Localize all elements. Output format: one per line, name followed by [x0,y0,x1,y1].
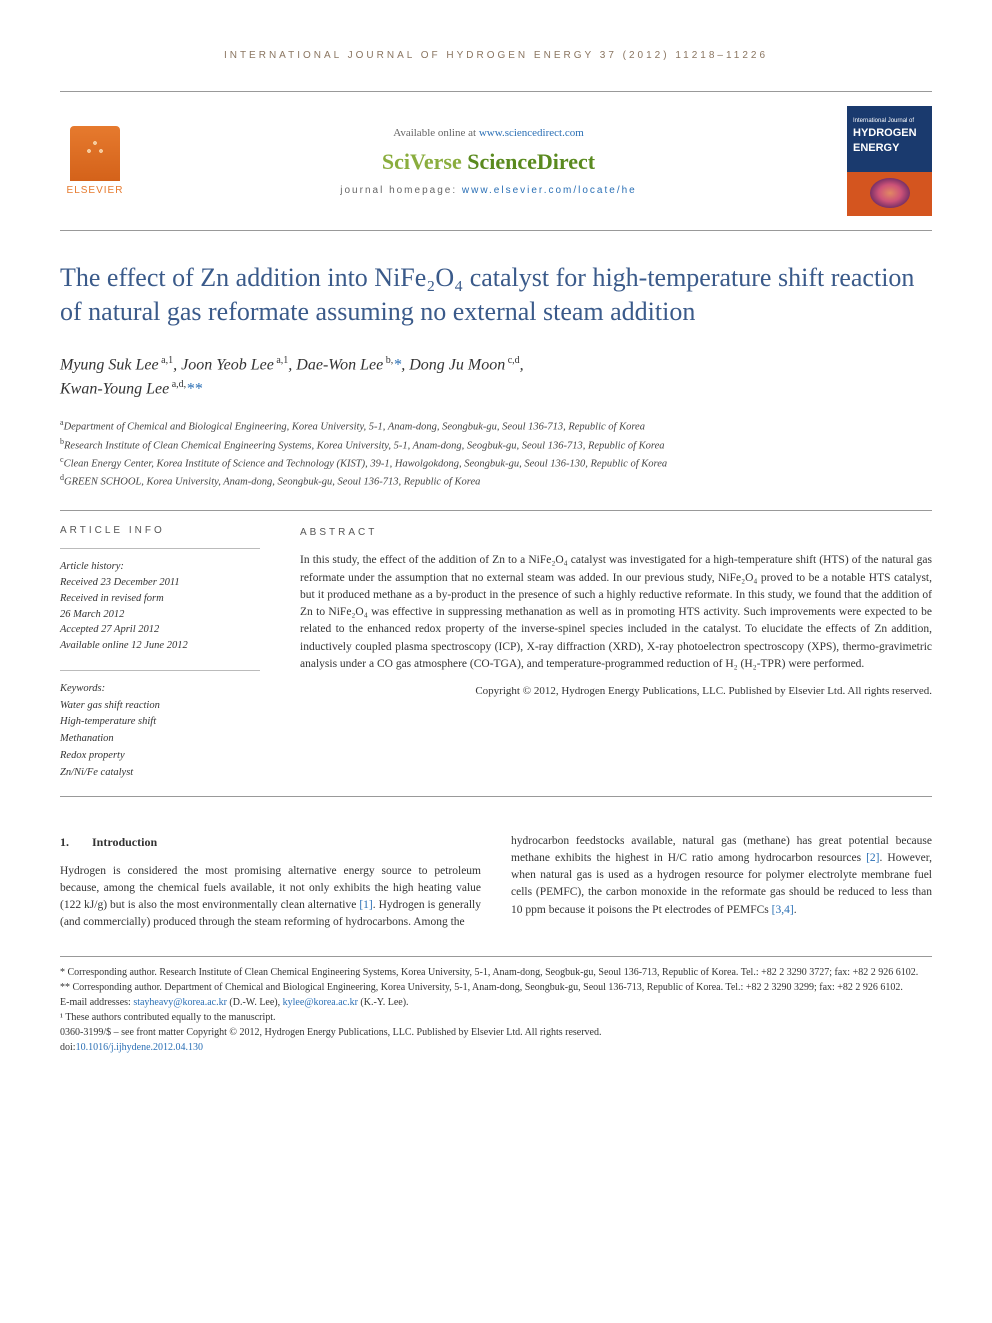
keyword-2: High-temperature shift [60,714,260,731]
author-1-affil: a,1 [159,355,173,366]
keywords-label: Keywords: [60,681,260,698]
homepage-line: journal homepage: www.elsevier.com/locat… [150,185,827,196]
homepage-prefix: journal homepage: [340,185,462,196]
footnote-corr-1: * Corresponding author. Research Institu… [60,965,932,980]
ref-link-2[interactable]: [2] [866,852,879,864]
intro-paragraph-left: Hydrogen is considered the most promisin… [60,863,481,932]
author-4: Dong Ju Moon [409,356,505,373]
online-date: Available online 12 June 2012 [60,638,260,654]
revised-line-2: 26 March 2012 [60,607,260,623]
corr-author-1-link[interactable]: * [393,356,401,373]
article-history: Article history: Received 23 December 20… [60,559,260,654]
cover-text: International Journal of HYDROGEN ENERGY [853,118,926,154]
elsevier-logo[interactable]: ELSEVIER [60,121,130,201]
email-2-who: (K.-Y. Lee). [358,997,409,1008]
elsevier-tree-icon [70,126,120,181]
cover-title-1: HYDROGEN [853,128,926,139]
author-2: Joon Yeob Lee [181,356,274,373]
author-4-affil: c,d [505,355,519,366]
affiliation-a: aDepartment of Chemical and Biological E… [60,417,932,435]
section-1-number: 1. [60,833,92,851]
footnote-equal-contrib: ¹ These authors contributed equally to t… [60,1010,932,1025]
article-info-column: ARTICLE INFO Article history: Received 2… [60,525,260,781]
cover-title-2: ENERGY [853,143,926,154]
cover-graphic-icon [870,178,910,208]
email-link-2[interactable]: kylee@korea.ac.kr [283,997,358,1008]
author-5: Kwan-Young Lee [60,380,169,397]
header-center: Available online at www.sciencedirect.co… [150,127,827,196]
homepage-link[interactable]: www.elsevier.com/locate/he [462,185,637,196]
author-1: Myung Suk Lee [60,356,159,373]
authors-list: Myung Suk Lee a,1, Joon Yeob Lee a,1, Da… [60,353,932,402]
section-1-title: Introduction [92,835,157,849]
keyword-4: Redox property [60,748,260,765]
footnote-doi: doi:10.1016/j.ijhydene.2012.04.130 [60,1040,932,1055]
running-head: INTERNATIONAL JOURNAL OF HYDROGEN ENERGY… [60,50,932,61]
author-5-affil: a,d, [169,379,186,390]
available-prefix: Available online at [393,127,479,139]
email-link-1[interactable]: stayheavy@korea.ac.kr [133,997,227,1008]
sciverse-logo: SciVerse ScienceDirect [150,149,827,175]
journal-cover-thumbnail[interactable]: International Journal of HYDROGEN ENERGY [847,106,932,216]
article-info-heading: ARTICLE INFO [60,525,260,536]
available-online-line: Available online at www.sciencedirect.co… [150,127,827,139]
footnote-issn: 0360-3199/$ – see front matter Copyright… [60,1025,932,1040]
abstract-heading: ABSTRACT [300,525,932,540]
revised-line-1: Received in revised form [60,591,260,607]
info-divider-2 [60,670,260,671]
received-date: Received 23 December 2011 [60,575,260,591]
accepted-date: Accepted 27 April 2012 [60,622,260,638]
email-1-who: (D.-W. Lee), [227,997,283,1008]
abstract-body: In this study, the effect of the additio… [300,552,932,673]
keywords-block: Keywords: Water gas shift reaction High-… [60,681,260,782]
history-label: Article history: [60,559,260,575]
ref-link-3-4[interactable]: [3,4] [772,904,794,916]
doi-link[interactable]: 10.1016/j.ijhydene.2012.04.130 [76,1042,204,1053]
emails-label: E-mail addresses: [60,997,133,1008]
info-divider-1 [60,548,260,549]
affiliation-b: bResearch Institute of Clean Chemical En… [60,436,932,454]
sciencedirect-text: ScienceDirect [467,149,595,174]
author-2-affil: a,1 [274,355,288,366]
doi-label: doi: [60,1042,76,1053]
sciencedirect-link[interactable]: www.sciencedirect.com [479,127,584,139]
keyword-5: Zn/Ni/Fe catalyst [60,765,260,782]
cover-small-text: International Journal of [853,118,926,124]
corr-author-2-link[interactable]: ** [186,380,202,397]
body-columns: 1.Introduction Hydrogen is considered th… [60,833,932,932]
author-3: Dae-Won Lee [296,356,383,373]
ref-link-1[interactable]: [1] [359,899,372,911]
article-title: The effect of Zn addition into NiFe₂O₄ c… [60,261,932,329]
footnotes-block: * Corresponding author. Research Institu… [60,956,932,1055]
author-3-affil: b, [383,355,393,366]
publisher-header: ELSEVIER Available online at www.science… [60,91,932,231]
sciverse-text: SciVerse [382,149,467,174]
affiliation-d: dGREEN SCHOOL, Korea University, Anam-do… [60,472,932,490]
intro-paragraph-right: hydrocarbon feedstocks available, natura… [511,833,932,919]
affiliation-c: cClean Energy Center, Korea Institute of… [60,454,932,472]
abstract-column: ABSTRACT In this study, the effect of th… [300,525,932,781]
affiliations-block: aDepartment of Chemical and Biological E… [60,417,932,490]
elsevier-label: ELSEVIER [67,185,124,196]
footnote-corr-2: ** Corresponding author. Department of C… [60,980,932,995]
keyword-3: Methanation [60,731,260,748]
body-column-right: hydrocarbon feedstocks available, natura… [511,833,932,932]
abstract-copyright: Copyright © 2012, Hydrogen Energy Public… [300,683,932,700]
section-1-heading: 1.Introduction [60,833,481,851]
footnote-emails: E-mail addresses: stayheavy@korea.ac.kr … [60,995,932,1010]
info-abstract-row: ARTICLE INFO Article history: Received 2… [60,510,932,796]
body-column-left: 1.Introduction Hydrogen is considered th… [60,833,481,932]
keyword-1: Water gas shift reaction [60,698,260,715]
